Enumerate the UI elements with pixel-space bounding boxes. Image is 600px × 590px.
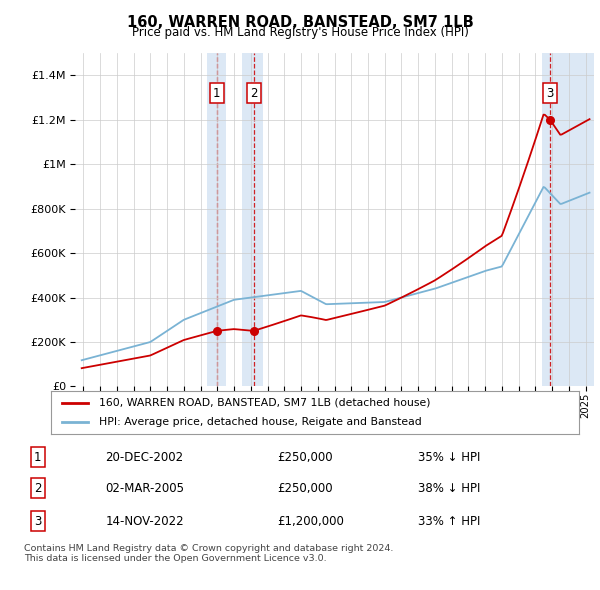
Bar <box>542 53 594 386</box>
Text: £250,000: £250,000 <box>277 481 333 495</box>
Text: £250,000: £250,000 <box>277 451 333 464</box>
Text: 38% ↓ HPI: 38% ↓ HPI <box>418 481 481 495</box>
Text: 3: 3 <box>34 514 41 528</box>
Text: 33% ↑ HPI: 33% ↑ HPI <box>418 514 481 528</box>
Text: 160, WARREN ROAD, BANSTEAD, SM7 1LB (detached house): 160, WARREN ROAD, BANSTEAD, SM7 1LB (det… <box>98 398 430 408</box>
Text: 14-NOV-2022: 14-NOV-2022 <box>106 514 184 528</box>
Text: 20-DEC-2002: 20-DEC-2002 <box>106 451 184 464</box>
Text: 160, WARREN ROAD, BANSTEAD, SM7 1LB: 160, WARREN ROAD, BANSTEAD, SM7 1LB <box>127 15 473 30</box>
Bar <box>207 53 226 386</box>
Text: Price paid vs. HM Land Registry's House Price Index (HPI): Price paid vs. HM Land Registry's House … <box>131 26 469 39</box>
Text: 2: 2 <box>250 87 257 100</box>
Text: HPI: Average price, detached house, Reigate and Banstead: HPI: Average price, detached house, Reig… <box>98 417 421 427</box>
Text: Contains HM Land Registry data © Crown copyright and database right 2024.
This d: Contains HM Land Registry data © Crown c… <box>24 544 394 563</box>
Text: 2: 2 <box>34 481 41 495</box>
Text: £1,200,000: £1,200,000 <box>277 514 344 528</box>
Bar <box>242 53 263 386</box>
Text: 1: 1 <box>213 87 220 100</box>
Text: 35% ↓ HPI: 35% ↓ HPI <box>418 451 481 464</box>
Text: 02-MAR-2005: 02-MAR-2005 <box>106 481 184 495</box>
Text: 3: 3 <box>547 87 554 100</box>
Text: 1: 1 <box>34 451 41 464</box>
